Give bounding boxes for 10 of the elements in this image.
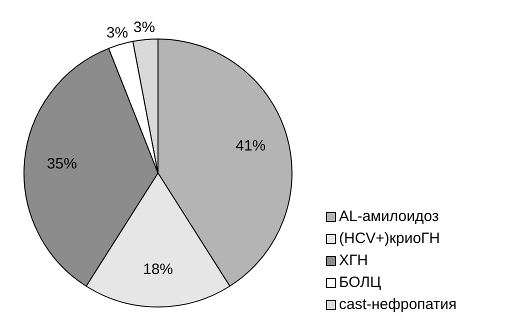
legend-label: ХГН — [339, 251, 368, 271]
legend-label: (HCV+)криоГН — [339, 229, 440, 249]
data-label: 41% — [236, 138, 266, 155]
data-label: 35% — [46, 155, 77, 172]
legend-label: БОЛЦ — [339, 273, 382, 293]
legend-label: AL-амилоидоз — [339, 207, 439, 227]
legend-label: cast-нефропатия — [339, 295, 457, 315]
data-label: 3% — [106, 24, 128, 42]
data-label: 3% — [133, 19, 156, 36]
data-label: 18% — [142, 260, 174, 278]
